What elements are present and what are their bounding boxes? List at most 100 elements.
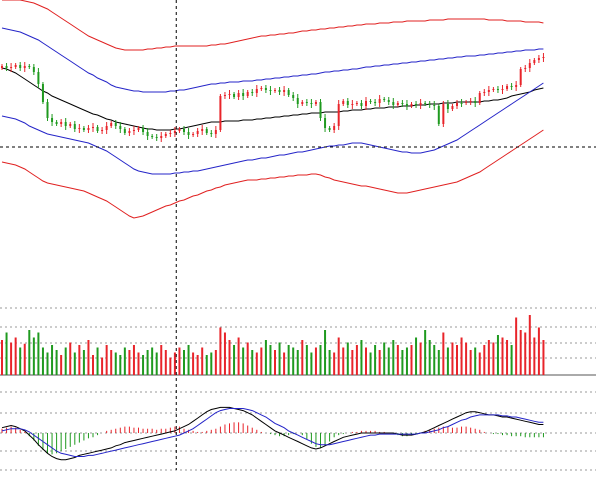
candle-body	[223, 95, 226, 96]
volume-bar	[392, 340, 395, 375]
candle-body	[410, 104, 413, 106]
candle-body	[178, 129, 181, 131]
candle-body	[474, 101, 477, 103]
volume-bar	[274, 350, 276, 375]
volume-bar	[55, 350, 58, 375]
volume-bar	[242, 347, 245, 375]
volume-bar	[351, 350, 354, 375]
volume-bar	[387, 347, 390, 375]
candle-body	[387, 100, 390, 102]
candle-body	[183, 129, 185, 132]
volume-bar	[337, 337, 340, 375]
candle-body	[478, 93, 481, 103]
candle-body	[92, 127, 94, 128]
volume-bar	[251, 350, 254, 375]
volume-bar	[137, 352, 140, 375]
volume-bar	[160, 345, 163, 375]
volume-bar	[456, 345, 458, 375]
volume-bar	[5, 332, 8, 375]
candle-body	[292, 95, 295, 98]
candle-body	[460, 103, 463, 104]
volume-bar	[374, 345, 377, 375]
volume-bar	[269, 345, 272, 375]
volume-bar	[14, 337, 17, 375]
candle-body	[274, 90, 276, 91]
volume-bar	[92, 355, 94, 375]
volume-panel	[0, 307, 596, 376]
volume-bar	[210, 352, 213, 375]
candle-body	[142, 128, 145, 132]
volume-bar	[424, 330, 427, 375]
candle-body	[14, 65, 17, 67]
volume-bar	[82, 350, 85, 375]
volume-bar	[446, 347, 449, 375]
volume-bar	[287, 345, 290, 375]
volume-bar	[155, 352, 158, 375]
candle-body	[46, 102, 49, 118]
candle-body	[269, 90, 272, 91]
volume-bar	[360, 340, 363, 375]
candle-body	[10, 67, 13, 68]
volume-bar	[255, 352, 258, 375]
volume-bar	[60, 355, 63, 375]
candle-body	[214, 130, 217, 134]
volume-bar	[214, 350, 217, 375]
volume-bar	[205, 355, 208, 375]
volume-bar	[301, 340, 304, 375]
volume-bar	[515, 317, 518, 375]
candle-body	[396, 103, 399, 105]
candle-body	[496, 89, 499, 90]
candle-body	[501, 89, 504, 90]
volume-bar	[533, 337, 536, 375]
volume-bar	[183, 350, 185, 375]
band-inner-upper	[1, 27, 544, 93]
volume-bar	[355, 345, 358, 375]
volume-bar	[37, 332, 40, 375]
candle-body	[296, 98, 299, 104]
candle-body	[337, 104, 340, 126]
candle-body	[492, 89, 495, 90]
band-outer-lower	[1, 129, 544, 219]
candle-body	[169, 133, 172, 134]
candle-body	[51, 118, 54, 122]
volume-bar	[192, 352, 195, 375]
volume-bar	[428, 340, 431, 375]
candle-body	[160, 136, 163, 138]
candle-body	[415, 104, 418, 105]
volume-bar	[510, 345, 513, 375]
candle-body	[114, 123, 117, 126]
candle-body	[151, 136, 154, 137]
volume-bar	[196, 355, 199, 375]
oscillator-panel	[0, 391, 596, 471]
volume-bar	[264, 340, 267, 375]
volume-bar	[233, 345, 236, 375]
candle-body	[55, 122, 58, 124]
volume-bar	[437, 350, 440, 375]
volume-bar	[142, 355, 145, 375]
volume-bar	[128, 350, 131, 375]
candle-body	[524, 68, 527, 69]
volume-bar	[237, 337, 240, 375]
volume-bar	[433, 345, 436, 375]
candle-body	[187, 132, 190, 135]
candle-body	[469, 101, 472, 102]
candle-body	[137, 128, 140, 130]
candle-body	[73, 124, 76, 129]
candle-body	[433, 105, 436, 106]
candle-body	[333, 126, 336, 130]
candle-body	[37, 72, 40, 84]
volume-bar	[492, 342, 495, 375]
candle-body	[219, 96, 222, 130]
volume-bar	[442, 332, 445, 375]
candle-body	[369, 101, 372, 102]
candle-body	[96, 127, 99, 131]
volume-bar	[310, 352, 313, 375]
volume-bar	[151, 347, 154, 375]
macd-line	[1, 406, 544, 461]
volume-bar	[314, 347, 317, 375]
volume-bar	[223, 332, 226, 375]
volume-bar	[519, 330, 522, 375]
volume-bar	[73, 352, 76, 375]
candle-body	[365, 101, 367, 106]
volume-bar	[542, 340, 545, 375]
